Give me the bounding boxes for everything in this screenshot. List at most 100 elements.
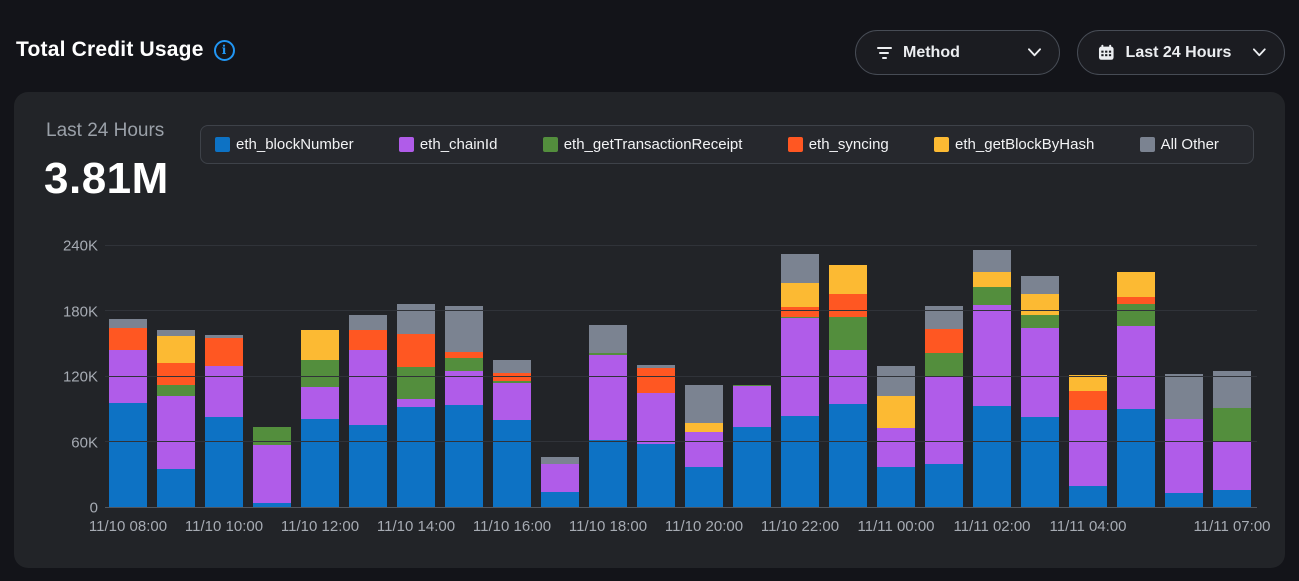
bar-segment[interactable] — [1117, 409, 1155, 507]
bar-segment[interactable] — [253, 426, 291, 446]
bar-segment[interactable] — [1021, 314, 1059, 328]
bar[interactable] — [589, 246, 627, 507]
legend-item[interactable]: All Other — [1139, 136, 1219, 153]
bar-segment[interactable] — [877, 365, 915, 397]
bar-segment[interactable] — [589, 325, 627, 353]
bar-segment[interactable] — [637, 364, 675, 368]
bar-segment[interactable] — [589, 439, 627, 507]
bar-segment[interactable] — [253, 445, 291, 503]
bar-segment[interactable] — [1117, 272, 1155, 298]
bar-segment[interactable] — [205, 365, 243, 417]
bar-segment[interactable] — [157, 363, 195, 386]
bar[interactable] — [733, 246, 771, 507]
bar-segment[interactable] — [973, 272, 1011, 288]
bar-segment[interactable] — [829, 293, 867, 317]
bar-segment[interactable] — [733, 426, 771, 507]
bar-segment[interactable] — [397, 334, 435, 367]
legend-item[interactable]: eth_chainId — [398, 136, 497, 153]
bar-segment[interactable] — [829, 350, 867, 404]
bar-segment[interactable] — [589, 354, 627, 440]
bar[interactable] — [1069, 246, 1107, 507]
bar-segment[interactable] — [397, 399, 435, 407]
bar[interactable] — [1165, 246, 1203, 507]
bar-segment[interactable] — [157, 329, 195, 337]
bar-segment[interactable] — [493, 373, 531, 381]
bar-segment[interactable] — [1021, 276, 1059, 294]
bar-segment[interactable] — [637, 392, 675, 444]
bar-segment[interactable] — [685, 431, 723, 467]
bar-segment[interactable] — [109, 350, 147, 403]
bar-segment[interactable] — [253, 502, 291, 507]
bar[interactable] — [349, 246, 387, 507]
bar-segment[interactable] — [109, 327, 147, 351]
bar-segment[interactable] — [877, 466, 915, 507]
bar-segment[interactable] — [781, 306, 819, 317]
bar-segment[interactable] — [973, 405, 1011, 507]
bar-segment[interactable] — [589, 352, 627, 355]
bar-segment[interactable] — [349, 329, 387, 351]
bar-segment[interactable] — [541, 463, 579, 492]
bar-segment[interactable] — [877, 427, 915, 467]
bar-segment[interactable] — [493, 380, 531, 384]
bar-segment[interactable] — [541, 491, 579, 507]
legend-item[interactable]: eth_blockNumber — [215, 136, 354, 153]
bar-segment[interactable] — [445, 404, 483, 507]
bar-segment[interactable] — [925, 352, 963, 377]
method-filter-dropdown[interactable]: Method — [855, 30, 1060, 75]
bar-segment[interactable] — [109, 318, 147, 328]
bar[interactable] — [541, 246, 579, 507]
bar-segment[interactable] — [829, 264, 867, 294]
bar-segment[interactable] — [205, 416, 243, 507]
bar-segment[interactable] — [541, 457, 579, 464]
bar[interactable] — [1213, 246, 1251, 507]
bar-segment[interactable] — [1165, 374, 1203, 419]
bar-segment[interactable] — [973, 287, 1011, 305]
bar-segment[interactable] — [109, 402, 147, 507]
bar-segment[interactable] — [925, 463, 963, 507]
bar-segment[interactable] — [205, 335, 243, 339]
bar-segment[interactable] — [445, 371, 483, 405]
bar-segment[interactable] — [925, 376, 963, 464]
bar-segment[interactable] — [1069, 375, 1107, 391]
bar-segment[interactable] — [397, 406, 435, 507]
bar[interactable] — [157, 246, 195, 507]
bar[interactable] — [1117, 246, 1155, 507]
bar-segment[interactable] — [685, 423, 723, 432]
bar-segment[interactable] — [1165, 418, 1203, 493]
bar-segment[interactable] — [157, 385, 195, 397]
bar[interactable] — [301, 246, 339, 507]
bar-segment[interactable] — [445, 305, 483, 352]
bar-segment[interactable] — [1069, 410, 1107, 487]
bar-segment[interactable] — [637, 443, 675, 507]
bar-segment[interactable] — [349, 314, 387, 330]
bar-segment[interactable] — [301, 360, 339, 388]
bar-segment[interactable] — [1213, 440, 1251, 490]
bar-segment[interactable] — [685, 466, 723, 507]
bar[interactable] — [445, 246, 483, 507]
bar-segment[interactable] — [1117, 297, 1155, 304]
bar-segment[interactable] — [685, 385, 723, 424]
bar[interactable] — [925, 246, 963, 507]
bar-segment[interactable] — [733, 386, 771, 427]
bar-segment[interactable] — [1069, 486, 1107, 507]
bar-segment[interactable] — [1021, 327, 1059, 417]
bar-segment[interactable] — [781, 415, 819, 507]
bar[interactable] — [1021, 246, 1059, 507]
bar-segment[interactable] — [781, 317, 819, 416]
bar[interactable] — [877, 246, 915, 507]
bar-segment[interactable] — [493, 383, 531, 420]
bar-segment[interactable] — [301, 329, 339, 361]
bar-segment[interactable] — [781, 283, 819, 307]
bar-segment[interactable] — [445, 358, 483, 372]
bar[interactable] — [973, 246, 1011, 507]
bar-segment[interactable] — [1021, 293, 1059, 315]
bar-segment[interactable] — [397, 366, 435, 400]
bar-segment[interactable] — [877, 396, 915, 428]
bar-segment[interactable] — [1117, 303, 1155, 327]
bar-segment[interactable] — [829, 403, 867, 507]
bar-segment[interactable] — [349, 425, 387, 507]
bar-segment[interactable] — [301, 387, 339, 419]
bar-segment[interactable] — [829, 316, 867, 351]
bar-segment[interactable] — [925, 305, 963, 329]
bar-segment[interactable] — [1213, 408, 1251, 441]
